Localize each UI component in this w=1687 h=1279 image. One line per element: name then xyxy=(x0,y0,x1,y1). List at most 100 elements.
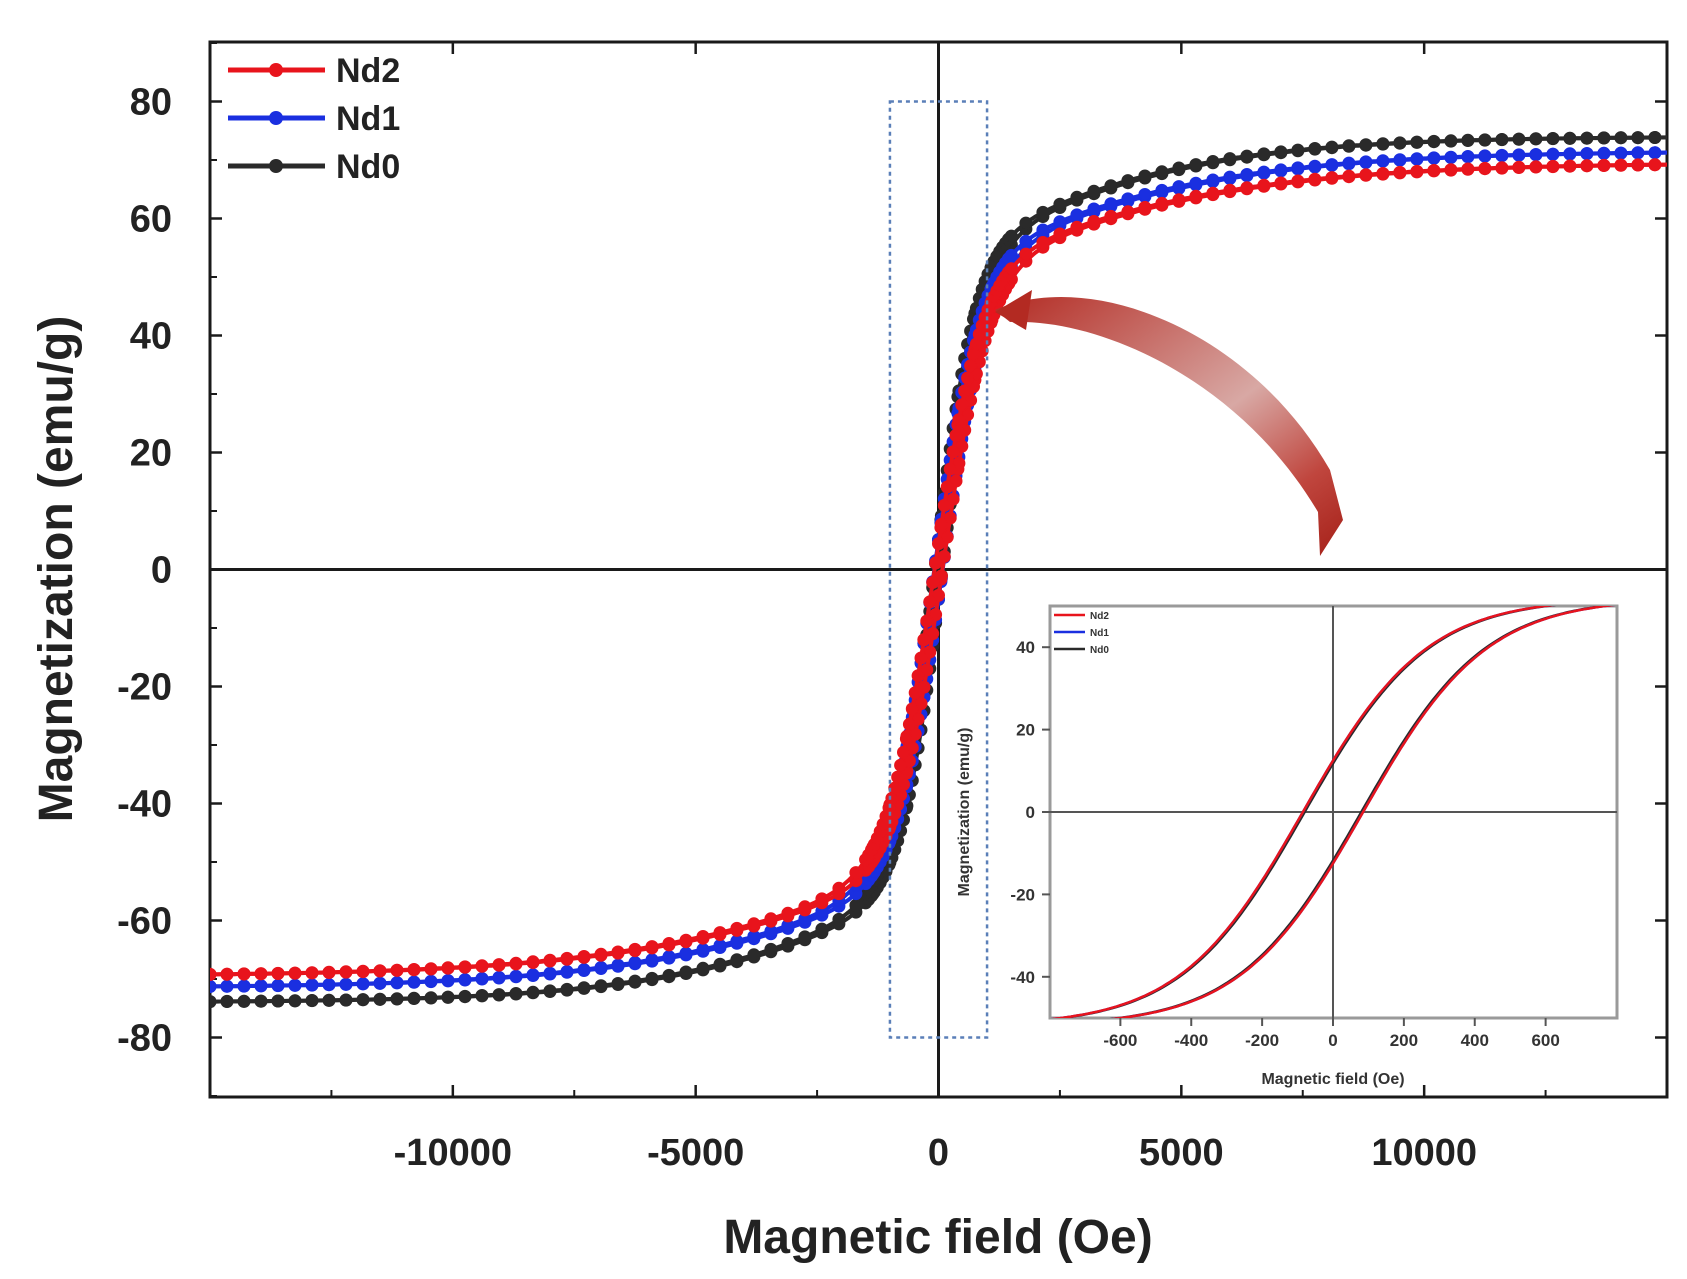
data-point-nd1 xyxy=(1461,150,1475,163)
data-point-nd1 xyxy=(696,943,710,956)
data-point-nd2 xyxy=(560,951,574,965)
data-point-nd2 xyxy=(832,881,846,895)
data-point-nd0 xyxy=(220,994,234,1008)
data-point-nd1 xyxy=(305,978,319,992)
data-point-nd2 xyxy=(1004,262,1018,276)
data-point-nd2 xyxy=(917,633,931,647)
data-point-nd2 xyxy=(911,669,925,683)
data-point-nd1 xyxy=(288,978,302,992)
data-point-nd1 xyxy=(424,974,438,988)
data-point-nd1 xyxy=(1631,146,1645,160)
data-point-nd1 xyxy=(1563,147,1577,161)
data-point-nd0 xyxy=(1529,132,1543,146)
data-point-nd2 xyxy=(958,384,972,398)
data-point-nd1 xyxy=(339,977,353,991)
inset-x-tick-label: -600 xyxy=(1103,1031,1137,1050)
data-point-nd0 xyxy=(356,993,370,1007)
data-point-nd0 xyxy=(1223,152,1237,166)
data-point-nd0 xyxy=(1580,131,1594,145)
data-point-nd0 xyxy=(679,965,693,979)
data-point-nd2 xyxy=(373,964,387,978)
inset-y-axis-title: Magnetization (emu/g) xyxy=(956,728,973,897)
data-point-nd1 xyxy=(356,977,370,991)
data-point-nd1 xyxy=(1155,183,1169,197)
legend-label-nd2: Nd2 xyxy=(336,52,400,90)
data-point-nd1 xyxy=(1053,215,1067,229)
data-point-nd0 xyxy=(713,957,727,971)
data-point-nd1 xyxy=(1104,197,1118,211)
inset-y-tick-label: 40 xyxy=(1016,638,1035,657)
data-point-nd1 xyxy=(475,972,489,985)
data-point-nd0 xyxy=(1036,205,1050,219)
data-point-nd2 xyxy=(1597,158,1611,172)
data-point-nd1 xyxy=(1325,158,1339,172)
data-point-nd0 xyxy=(458,989,472,1003)
data-point-nd0 xyxy=(1004,229,1018,243)
data-point-nd2 xyxy=(475,959,489,973)
data-point-nd0 xyxy=(832,912,846,926)
data-point-nd0 xyxy=(390,992,404,1006)
data-point-nd2 xyxy=(949,428,963,442)
data-point-nd0 xyxy=(271,994,285,1008)
inset-x-axis-title: Magnetic field (Oe) xyxy=(1261,1071,1404,1088)
data-point-nd2 xyxy=(1478,161,1492,175)
inset-x-tick-label: 0 xyxy=(1328,1031,1337,1050)
data-point-nd2 xyxy=(905,702,919,716)
data-point-nd0 xyxy=(1444,134,1458,148)
data-point-nd2 xyxy=(926,576,940,589)
data-point-nd2 xyxy=(798,900,812,914)
data-point-nd2 xyxy=(897,745,910,759)
data-point-nd2 xyxy=(1070,220,1084,234)
data-point-nd0 xyxy=(747,948,761,962)
data-point-nd0 xyxy=(1563,131,1577,145)
data-point-nd0 xyxy=(662,968,676,982)
data-point-nd1 xyxy=(1529,148,1543,161)
data-point-nd2 xyxy=(1121,205,1135,219)
data-point-nd2 xyxy=(424,962,438,976)
data-point-nd0 xyxy=(237,994,251,1008)
data-point-nd2 xyxy=(1427,164,1441,177)
data-point-nd2 xyxy=(509,956,523,970)
data-point-nd2 xyxy=(923,595,937,609)
data-point-nd2 xyxy=(1206,186,1220,200)
data-point-nd1 xyxy=(645,953,659,967)
data-point-nd2 xyxy=(1036,236,1050,249)
data-point-nd2 xyxy=(1104,209,1118,223)
x-tick-label: 10000 xyxy=(1371,1132,1477,1174)
data-point-nd2 xyxy=(955,398,969,412)
data-point-nd2 xyxy=(937,498,951,512)
data-point-nd1 xyxy=(679,946,693,960)
legend-marker-nd0 xyxy=(269,159,283,173)
data-point-nd1 xyxy=(1004,248,1018,262)
data-point-nd2 xyxy=(894,758,908,772)
data-point-nd2 xyxy=(1410,164,1424,178)
inset-series-line-nd2 xyxy=(1110,606,1616,1018)
data-point-nd1 xyxy=(560,965,574,978)
legend-marker-nd2 xyxy=(269,63,283,77)
data-point-nd0 xyxy=(1427,134,1441,148)
data-point-nd0 xyxy=(1274,145,1288,159)
data-point-nd1 xyxy=(237,979,251,993)
inset-legend-label-nd2: Nd2 xyxy=(1090,611,1109,622)
data-point-nd1 xyxy=(1427,151,1441,165)
data-point-nd2 xyxy=(1257,178,1271,192)
data-point-nd2 xyxy=(1444,163,1458,177)
data-point-nd2 xyxy=(1359,168,1373,182)
data-point-nd2 xyxy=(908,686,922,700)
data-point-nd0 xyxy=(322,993,336,1007)
data-point-nd0 xyxy=(1138,169,1152,183)
data-point-nd0 xyxy=(339,993,353,1007)
data-point-nd1 xyxy=(1172,180,1186,194)
data-point-nd1 xyxy=(1189,176,1203,190)
data-point-nd1 xyxy=(713,939,727,952)
y-tick-label: -80 xyxy=(117,1018,172,1060)
data-point-nd1 xyxy=(390,976,404,990)
inset-y-tick-label: 20 xyxy=(1016,721,1035,740)
data-point-nd1 xyxy=(407,975,421,989)
data-point-nd2 xyxy=(220,967,234,981)
inset-legend-label-nd1: Nd1 xyxy=(1090,628,1109,639)
data-point-nd2 xyxy=(929,556,943,570)
data-point-nd0 xyxy=(1121,174,1135,188)
y-axis-title: Magnetization (emu/g) xyxy=(30,316,83,823)
